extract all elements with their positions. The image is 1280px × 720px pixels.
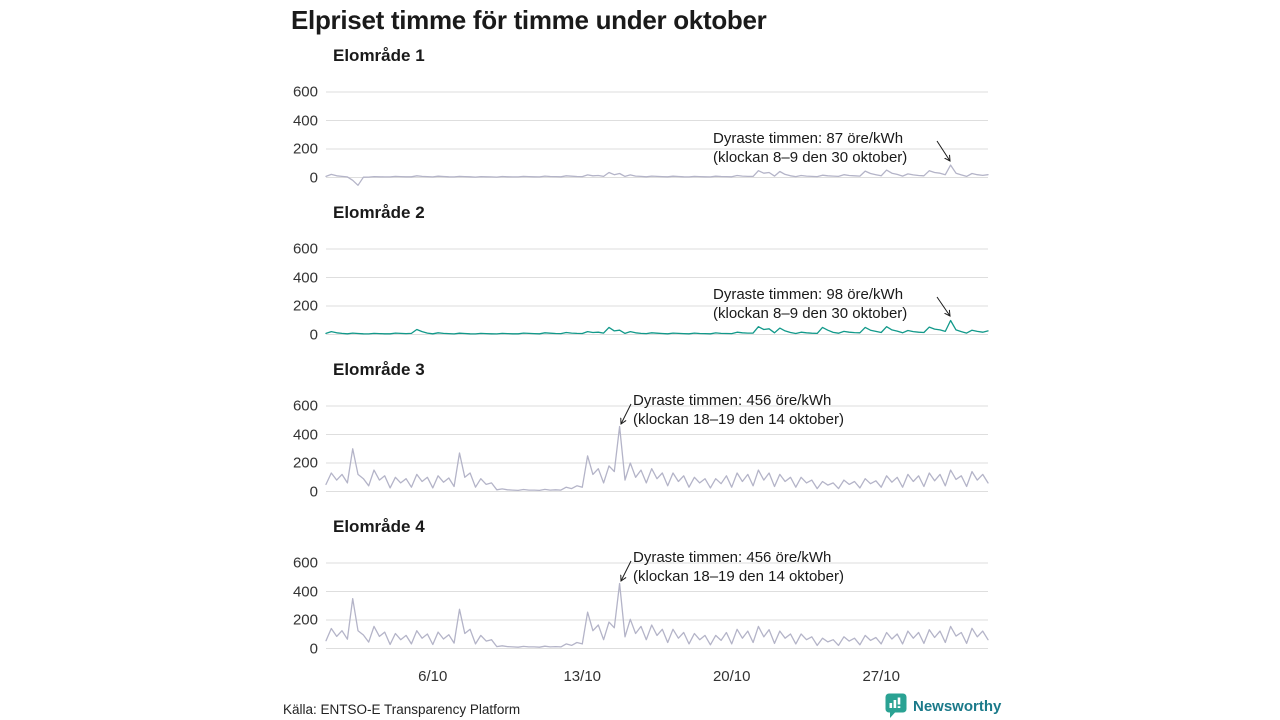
newsworthy-logo: Newsworthy bbox=[885, 693, 1001, 719]
annotation: Dyraste timmen: 87 öre/kWh (klockan 8–9 d… bbox=[713, 129, 907, 167]
x-tick-label: 20/10 bbox=[712, 668, 751, 685]
annotation-line-2: (klockan 18–19 den 14 oktober) bbox=[633, 568, 844, 585]
annotation: Dyraste timmen: 456 öre/kWh (klockan 18–1… bbox=[633, 391, 844, 429]
y-tick-label: 200 bbox=[292, 611, 318, 629]
gridlines bbox=[326, 91, 988, 649]
annotation-line-1: Dyraste timmen: 456 öre/kWh bbox=[633, 392, 832, 409]
y-tick-label: 600 bbox=[292, 554, 318, 572]
chart-subtitle: Elområde 4 bbox=[333, 517, 425, 536]
y-tick-label: 600 bbox=[292, 83, 318, 101]
page-title: Elpriset timme för timme under oktober bbox=[291, 5, 767, 35]
chart-subtitle: Elområde 2 bbox=[333, 203, 425, 222]
y-tick-label: 400 bbox=[292, 583, 318, 600]
source-text: Källa: ENTSO-E Transparency Platform bbox=[283, 702, 521, 717]
y-tick-label: 400 bbox=[292, 426, 318, 443]
chart-subtitle: Elområde 3 bbox=[333, 360, 425, 379]
annotation: Dyraste timmen: 456 öre/kWh (klockan 18–1… bbox=[633, 548, 844, 586]
chart-subtitle: Elområde 1 bbox=[333, 46, 425, 65]
newsworthy-wordmark: Newsworthy bbox=[913, 697, 1002, 715]
x-tick-label: 6/10 bbox=[418, 668, 448, 685]
y-tick-label: 400 bbox=[292, 269, 318, 286]
price-line bbox=[325, 164, 989, 186]
y-tick-label: 200 bbox=[292, 297, 318, 315]
y-tick-label: 400 bbox=[292, 112, 318, 129]
y-tick-label: 600 bbox=[292, 397, 318, 415]
newsworthy-icon bbox=[885, 693, 907, 718]
y-tick-label: 0 bbox=[309, 169, 318, 186]
annotation-line-2: (klockan 8–9 den 30 oktober) bbox=[713, 305, 908, 322]
y-tick-label: 0 bbox=[309, 483, 318, 500]
y-tick-label: 0 bbox=[309, 326, 318, 343]
annotation: Dyraste timmen: 98 öre/kWh (klockan 8–9 d… bbox=[713, 285, 907, 323]
price-line bbox=[325, 582, 989, 648]
y-tick-label: 600 bbox=[292, 240, 318, 258]
x-tick-label: 27/10 bbox=[862, 668, 900, 685]
annotation-line-1: Dyraste timmen: 87 öre/kWh bbox=[713, 130, 904, 147]
annotation-arrows bbox=[621, 140, 950, 581]
price-line bbox=[325, 319, 989, 335]
x-tick-label: 13/10 bbox=[563, 668, 602, 685]
annotation-arrow bbox=[621, 560, 632, 581]
annotation-line-1: Dyraste timmen: 98 öre/kWh bbox=[713, 286, 904, 303]
y-tick-label: 200 bbox=[292, 454, 318, 472]
annotation-arrow bbox=[936, 296, 950, 316]
annotation-line-1: Dyraste timmen: 456 öre/kWh bbox=[633, 549, 832, 566]
annotation-line-2: (klockan 8–9 den 30 oktober) bbox=[713, 149, 908, 166]
y-tick-label: 0 bbox=[309, 640, 318, 657]
price-lines bbox=[325, 164, 989, 648]
annotation-arrow bbox=[621, 403, 632, 424]
y-tick-label: 200 bbox=[292, 140, 318, 158]
annotation-arrow bbox=[936, 140, 950, 161]
annotation-line-2: (klockan 18–19 den 14 oktober) bbox=[633, 411, 844, 428]
price-line bbox=[325, 425, 989, 492]
